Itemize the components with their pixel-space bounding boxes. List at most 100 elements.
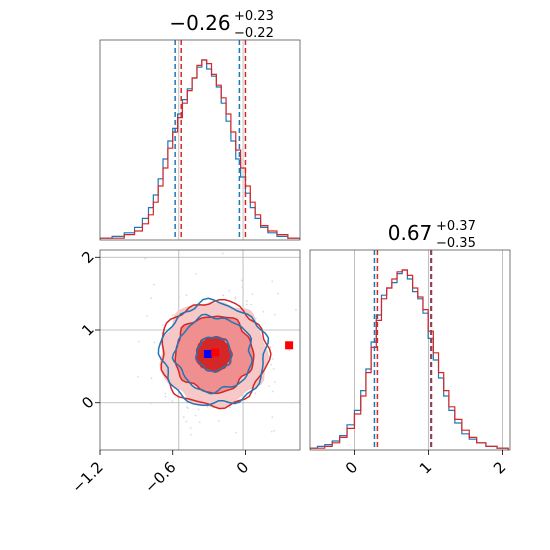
joint-scatter-point <box>246 303 248 306</box>
joint-scatter-point <box>255 317 257 320</box>
joint-scatter-point <box>254 392 256 395</box>
marginal-right-x-ticks: 0 1 2 <box>342 450 509 478</box>
joint-marker-square <box>285 341 294 350</box>
marginal-top-histograms <box>100 59 300 240</box>
marginal-right-x-tick-label: 1 <box>416 458 435 477</box>
joint-scatter-point <box>271 280 274 283</box>
joint-blue-contour-line <box>157 297 270 407</box>
joint-y-tick-label: 1 <box>78 320 97 339</box>
joint-scatter-point <box>273 429 276 432</box>
marginal-right-histogram-series-2 <box>310 269 509 450</box>
joint-scatter-point <box>288 349 291 352</box>
joint-y-tick-label: 0 <box>78 393 97 412</box>
joint-scatter-point <box>146 315 148 317</box>
joint-scatter-point <box>241 279 243 282</box>
joint-scatter-point <box>229 406 232 408</box>
joint-scatter-point <box>273 381 276 384</box>
joint-scatter-point <box>251 293 254 295</box>
joint-red-contour-line <box>174 315 255 395</box>
marginal-right-histograms <box>310 269 509 450</box>
marginal-top-title-sub: −0.22 <box>234 26 274 41</box>
marginal-right-title-value: 0.67 <box>388 221 433 245</box>
joint-scatter-point <box>222 252 224 255</box>
joint-y-ticks: 0 1 2 <box>78 248 100 412</box>
joint-scatter-point <box>178 295 181 298</box>
joint-scatter-point <box>150 377 153 380</box>
marginal-top-histogram-series-1 <box>100 59 300 240</box>
joint-x-ticks: −1.2 −0.6 0 <box>68 450 252 497</box>
marginal-right-histogram-series-1 <box>310 269 509 450</box>
marginal-right-panel: 0.67 +0.37 −0.35 0 1 2 <box>309 219 511 478</box>
joint-scatter-point <box>196 245 198 247</box>
joint-scatter-point <box>164 395 167 398</box>
joint-scatter-point <box>150 402 153 405</box>
joint-scatter-point <box>123 468 125 470</box>
marginal-right-frame <box>309 249 511 451</box>
joint-x-tick-label: −1.2 <box>68 458 106 496</box>
joint-scatter-point <box>144 257 147 260</box>
joint-markers <box>203 341 294 358</box>
joint-scatter-point <box>194 272 197 275</box>
joint-scatter-point <box>272 368 275 370</box>
joint-scatter-point <box>182 416 185 419</box>
marginal-top-quantile-lines <box>174 40 247 240</box>
marginal-top-panel: −0.26 +0.23 −0.22 <box>99 9 301 241</box>
joint-scatter-point <box>185 294 188 296</box>
joint-scatter-point <box>277 292 280 295</box>
joint-scatter-point <box>189 427 192 430</box>
joint-blue-contour-line <box>195 336 233 373</box>
marginal-right-title-sub: −0.35 <box>436 236 476 251</box>
joint-scatter-point <box>270 363 273 366</box>
joint-scatter-point <box>272 390 274 393</box>
joint-scatter-point <box>271 416 274 419</box>
joint-scatter-point <box>138 340 140 343</box>
joint-x-tick-label: −0.6 <box>141 458 179 496</box>
joint-scatter-point <box>268 385 271 387</box>
joint-scatter-point <box>262 310 265 313</box>
joint-scatter-point <box>234 296 237 299</box>
marginal-right-title: 0.67 <box>388 221 433 245</box>
joint-scatter-point <box>161 324 164 326</box>
joint-scatter-point <box>273 313 276 316</box>
joint-scatter-point <box>194 414 197 417</box>
joint-scatter-point <box>245 300 248 303</box>
joint-scatter-point <box>186 406 188 408</box>
joint-scatter-point <box>271 358 274 360</box>
marginal-top-title-sup: +0.23 <box>234 9 274 24</box>
joint-marker-square <box>211 348 220 357</box>
joint-scatter-point <box>171 400 174 402</box>
joint-scatter-point <box>187 407 190 409</box>
joint-scatter-point <box>198 421 201 424</box>
joint-y-tick-label: 2 <box>78 248 97 267</box>
marginal-top-histogram-series-2 <box>100 59 300 240</box>
joint-panel: −1.2 −0.6 0 0 1 2 <box>68 245 301 497</box>
joint-scatter-point <box>190 433 192 436</box>
joint-scatter-point <box>153 341 156 344</box>
joint-scatter-point <box>197 408 200 411</box>
joint-marker-square <box>203 350 212 358</box>
joint-frame <box>99 249 301 451</box>
joint-scatter-point <box>171 314 174 317</box>
joint-scatter-point <box>217 419 220 422</box>
joint-scatter-point <box>150 297 153 299</box>
joint-scatter-point <box>270 430 273 433</box>
joint-scatter-point <box>290 402 292 404</box>
joint-scatter-point <box>222 294 225 297</box>
joint-scatter-point <box>295 309 297 311</box>
joint-scatter-point <box>152 283 155 286</box>
joint-scatter-point <box>250 303 253 306</box>
joint-x-tick-label: 0 <box>233 458 252 477</box>
joint-scatter-point <box>241 286 244 288</box>
marginal-top-title-value: −0.26 <box>169 11 230 35</box>
joint-blue-contour-line <box>171 313 253 395</box>
marginal-right-x-tick-label: 2 <box>490 458 509 477</box>
joint-scatter-point <box>206 406 209 408</box>
joint-scatter-point <box>234 297 237 300</box>
joint-scatter-point <box>234 431 237 434</box>
marginal-right-x-tick-label: 0 <box>342 458 361 477</box>
marginal-right-title-sup: +0.37 <box>436 219 476 234</box>
joint-scatter-point <box>137 376 140 378</box>
marginal-right-quantile-lines <box>373 250 433 450</box>
joint-scatter-point <box>228 289 231 292</box>
